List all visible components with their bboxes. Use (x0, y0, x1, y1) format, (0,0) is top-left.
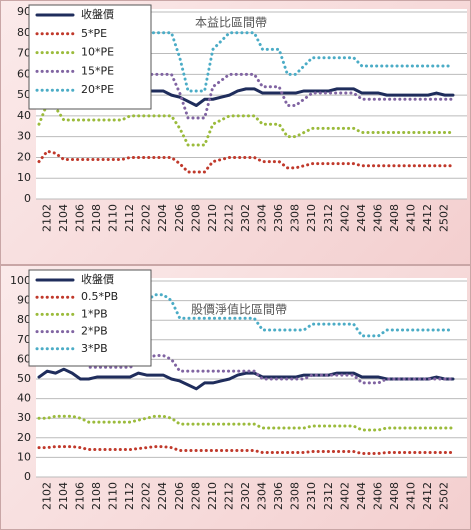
legend-label: 20*PE (81, 83, 114, 96)
x-tick-label: 2108 (90, 204, 103, 232)
y-tick-label: 90 (17, 5, 31, 18)
chart: 0 10 20 30 40 50 60 70 80 90 100 2102 2104 2106 2108 21… (10, 269, 467, 510)
y-tick-label: 90 (17, 294, 31, 307)
y-tick-label: 70 (17, 333, 31, 346)
y-tick-label: 20 (17, 150, 31, 163)
legend-label: 3*PB (81, 342, 108, 355)
x-tick-label: 2212 (222, 204, 235, 232)
x-tick-label: 2108 (90, 482, 103, 510)
x-tick-label: 2308 (289, 482, 302, 510)
legend-box (28, 4, 152, 110)
chart-title: 本益比區間帶 (195, 16, 267, 30)
x-tick-label: 2402 (338, 482, 351, 510)
x-tick-label: 2408 (388, 482, 401, 510)
y-tick-label: 80 (17, 313, 31, 326)
legend-label: 10*PE (81, 46, 114, 59)
x-tick-label: 2204 (156, 204, 169, 232)
x-tick-label: 2208 (189, 204, 202, 232)
x-tick-label: 2210 (206, 204, 219, 232)
y-tick-label: 30 (17, 411, 31, 424)
x-tick-label: 2104 (57, 204, 70, 232)
x-tick-label: 2408 (388, 204, 401, 232)
x-tick-label: 2210 (206, 482, 219, 510)
y-tick-label: 30 (17, 130, 31, 143)
y-tick-label: 80 (17, 26, 31, 39)
x-tick-label: 2106 (73, 204, 86, 232)
y-tick-label: 20 (17, 431, 31, 444)
x-tick-label: 2106 (73, 482, 86, 510)
x-tick-label: 2402 (338, 204, 351, 232)
series-line (37, 101, 455, 147)
legend-label: 2*PB (81, 325, 108, 338)
x-tick-label: 2406 (371, 482, 384, 510)
x-tick-label: 2302 (239, 204, 252, 232)
series-line (37, 367, 455, 391)
x-tick-label: 2102 (40, 482, 53, 510)
x-tick-label: 2310 (305, 482, 318, 510)
x-tick-label: 2412 (421, 482, 434, 510)
chart-title: 股價淨值比區間帶 (191, 302, 287, 317)
series-line (37, 445, 455, 455)
y-tick-label: 0 (24, 470, 31, 483)
x-tick-label: 2304 (256, 482, 269, 510)
x-tick-label: 2410 (405, 482, 418, 510)
series-line (37, 414, 455, 432)
x-tick-label: 2104 (57, 482, 70, 510)
x-tick-label: 2206 (173, 204, 186, 232)
y-tick-label: 0 (24, 192, 31, 205)
x-tick-label: 2302 (239, 482, 252, 510)
y-tick-label: 10 (17, 171, 31, 184)
x-tick-label: 2212 (222, 482, 235, 510)
legend-box (28, 269, 152, 367)
y-tick-label: 100 (10, 274, 31, 287)
series-line (37, 149, 455, 174)
x-tick-label: 2110 (107, 482, 120, 510)
y-tick-label: 10 (17, 450, 31, 463)
y-tick-label: 60 (17, 352, 31, 365)
x-tick-label: 2112 (123, 482, 136, 510)
y-tick-label: 70 (17, 47, 31, 60)
y-tick-label: 40 (17, 109, 31, 122)
legend-label: 5*PE (81, 27, 107, 40)
chart-panel: 0 10 20 30 40 50 60 70 80 90 2102 2104 2106 2108 2110 2… (0, 0, 471, 265)
legend-label: 15*PE (81, 64, 114, 77)
legend-label: 1*PB (81, 307, 108, 320)
y-tick-label: 50 (17, 372, 31, 385)
x-tick-label: 2404 (355, 482, 368, 510)
x-tick-label: 2202 (140, 482, 153, 510)
x-tick-label: 2308 (289, 204, 302, 232)
x-tick-label: 2306 (272, 204, 285, 232)
legend-label: 收盤價 (81, 7, 114, 21)
x-tick-label: 2410 (405, 204, 418, 232)
series-line (37, 353, 455, 385)
x-tick-label: 2312 (322, 204, 335, 232)
x-tick-label: 2406 (371, 204, 384, 232)
x-tick-label: 2502 (438, 204, 451, 232)
legend-label: 0.5*PB (81, 290, 118, 303)
x-tick-label: 2208 (189, 482, 202, 510)
y-tick-label: 40 (17, 392, 31, 405)
x-tick-label: 2306 (272, 482, 285, 510)
x-tick-label: 2312 (322, 482, 335, 510)
x-tick-label: 2404 (355, 204, 368, 232)
y-tick-label: 60 (17, 67, 31, 80)
chart-panel: 0 10 20 30 40 50 60 70 80 90 100 2102 2104 2106 2108 21… (0, 265, 471, 530)
x-tick-label: 2110 (107, 204, 120, 232)
x-tick-label: 2304 (256, 204, 269, 232)
x-tick-label: 2204 (156, 482, 169, 510)
x-tick-label: 2412 (421, 204, 434, 232)
series-line (37, 9, 455, 93)
x-tick-label: 2102 (40, 204, 53, 232)
series-line (37, 293, 455, 338)
x-tick-label: 2502 (438, 482, 451, 510)
legend-label: 收盤價 (81, 272, 114, 286)
x-tick-label: 2202 (140, 204, 153, 232)
x-tick-label: 2112 (123, 204, 136, 232)
x-tick-label: 2310 (305, 204, 318, 232)
x-tick-label: 2206 (173, 482, 186, 510)
y-tick-label: 50 (17, 88, 31, 101)
